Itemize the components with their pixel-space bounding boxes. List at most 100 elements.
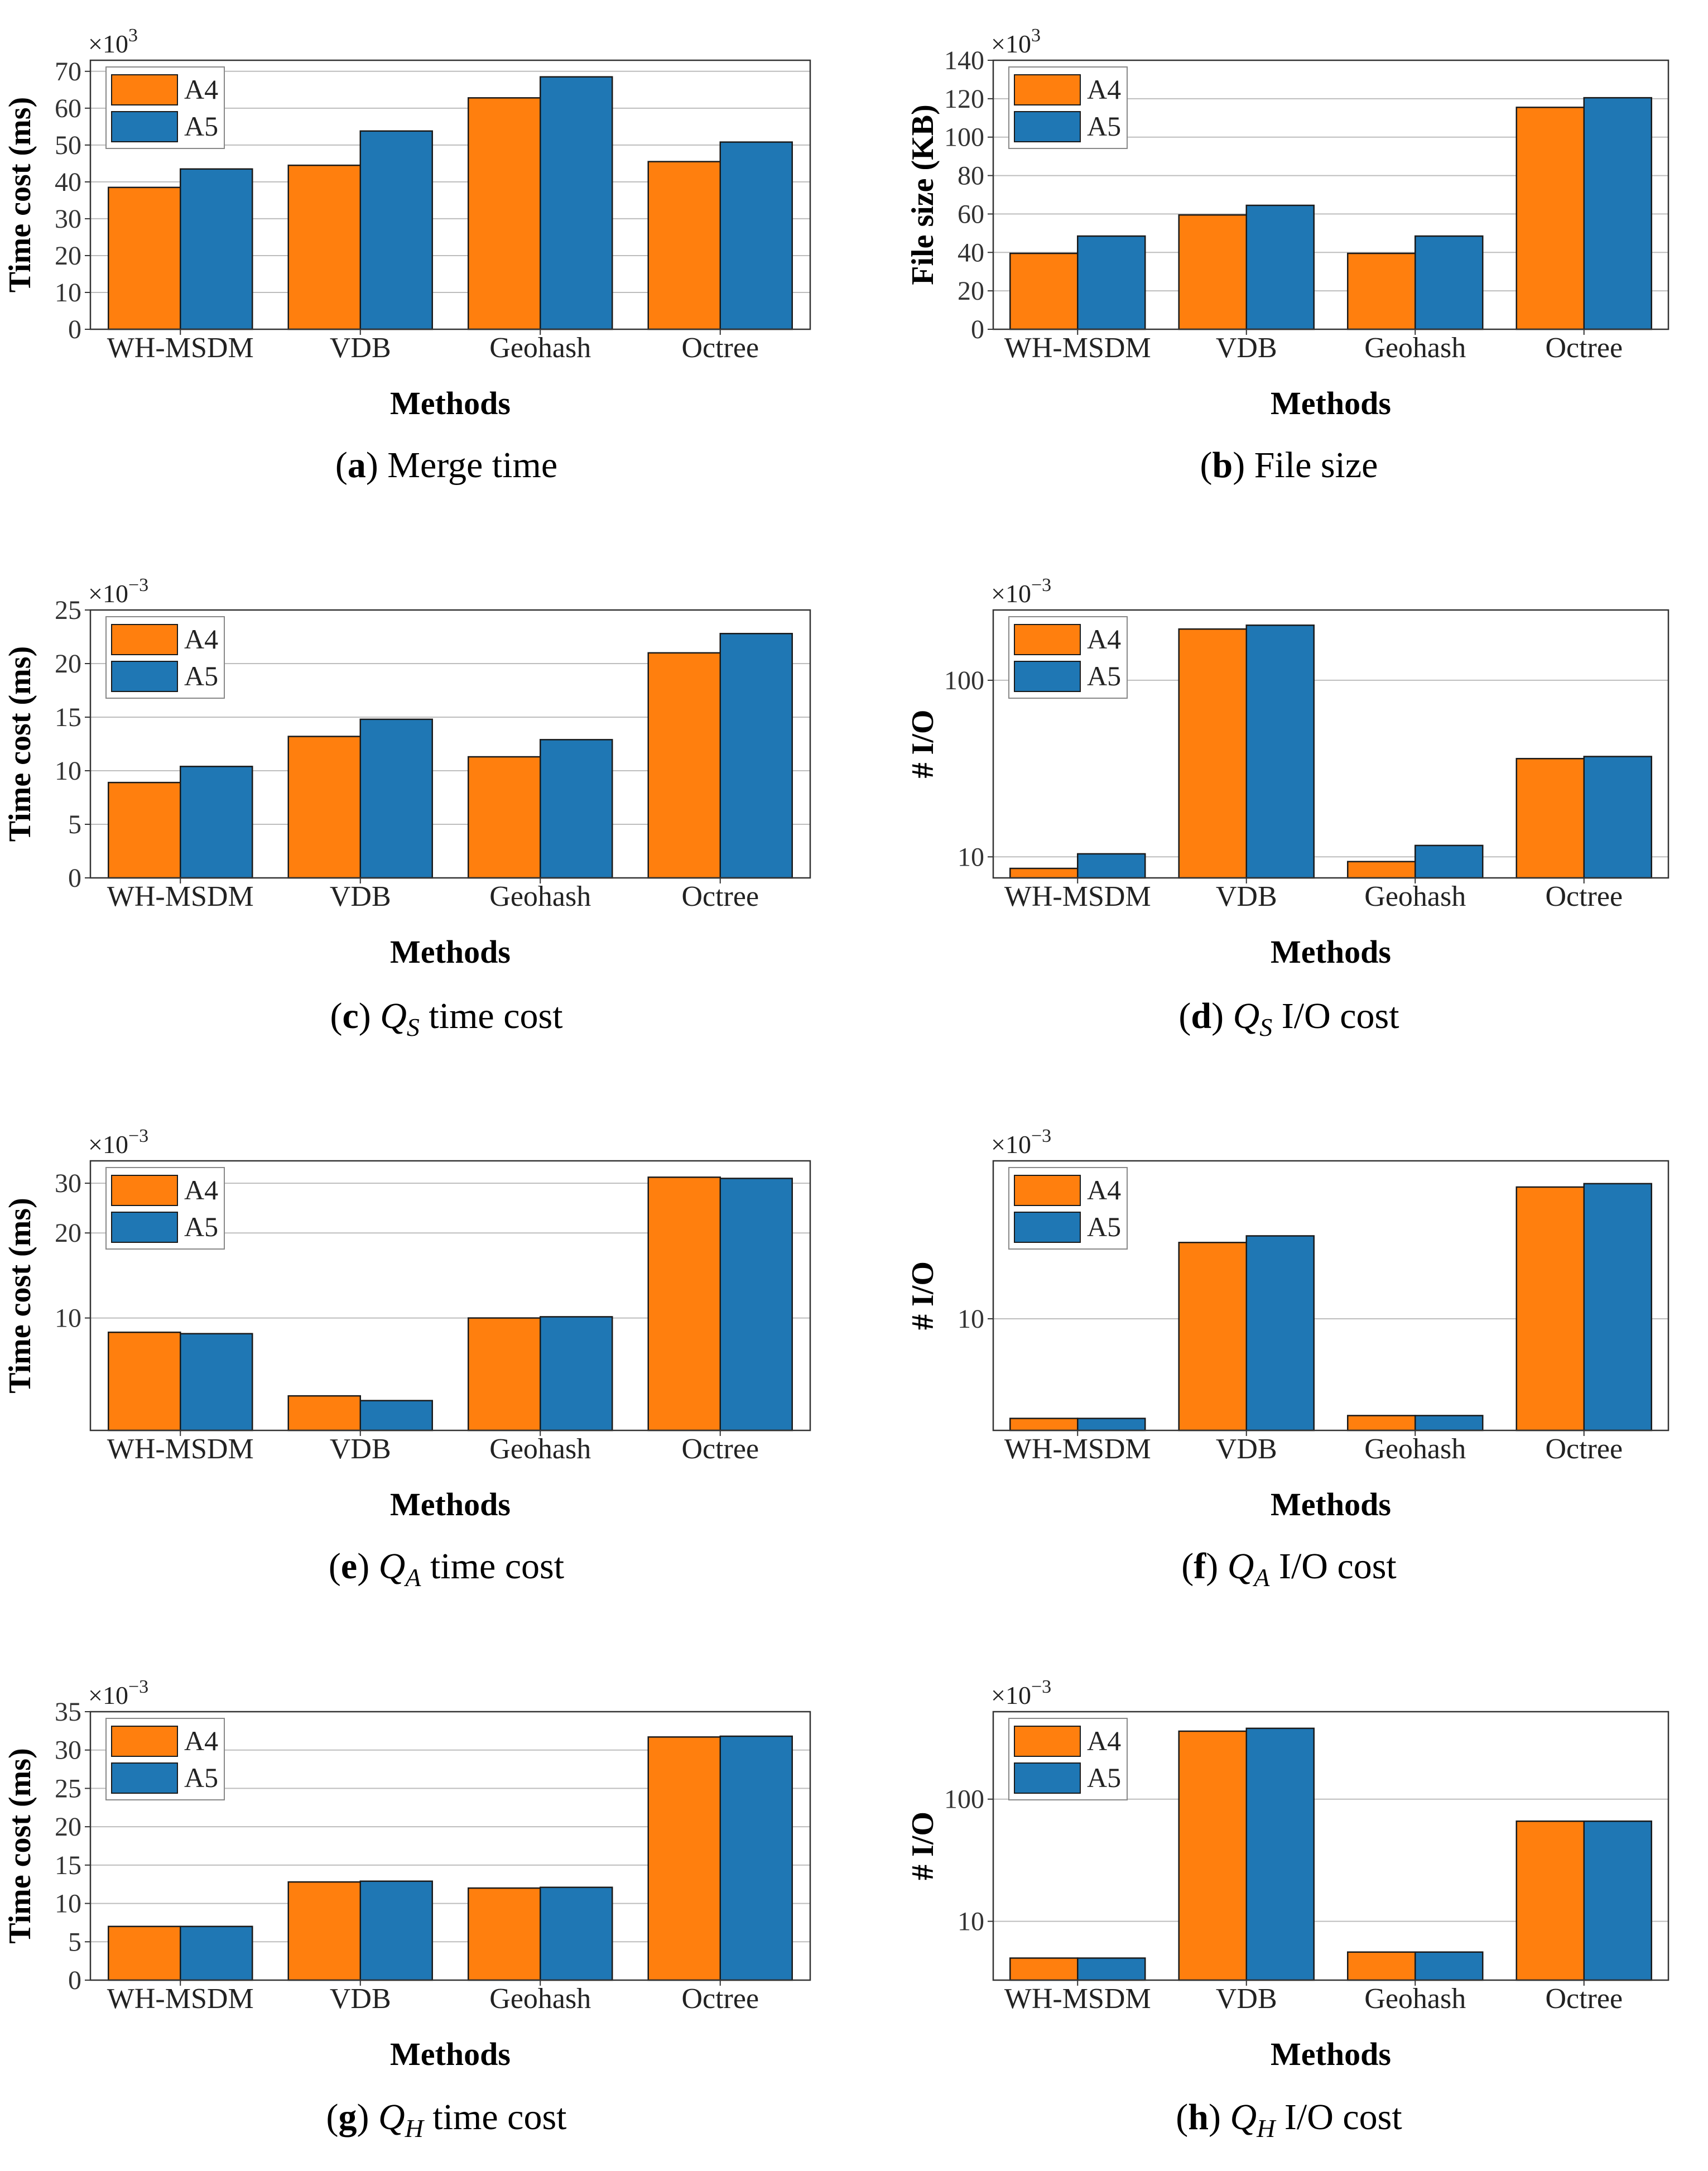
x-tick-label: VDB	[1216, 881, 1277, 912]
bar-a4-geohash	[468, 756, 541, 879]
legend-swatch-a5	[1014, 1212, 1081, 1243]
caption-text: I/O cost	[1279, 1546, 1397, 1587]
caption-space	[1275, 2097, 1284, 2138]
bar-a5-wh-msdm	[1077, 235, 1146, 330]
x-axis-label: Methods	[390, 385, 511, 421]
legend-swatch-a5	[1014, 1762, 1081, 1794]
y-tick-label: 30	[55, 1736, 81, 1765]
y-tick-label: 10	[55, 756, 81, 786]
bar-a4-octree	[1515, 1820, 1585, 1981]
bar-a5-geohash	[1414, 235, 1484, 330]
y-tick-label: 20	[958, 276, 984, 306]
y-axis-label: # I/O	[906, 1261, 940, 1330]
exponent-power: −3	[1031, 1677, 1051, 1697]
caption-text: File size	[1254, 445, 1378, 486]
bar-a5-vdb	[359, 1880, 433, 1981]
legend-label-a4: A4	[1087, 1725, 1121, 1756]
legend-label-a5: A5	[184, 1211, 218, 1242]
caption-paren-close: )	[359, 996, 380, 1036]
axis-exponent: ×10−3	[991, 1126, 1051, 1159]
x-tick-label: WH-MSDM	[107, 881, 254, 912]
y-tick-label: 60	[55, 94, 81, 123]
legend-label-a5: A5	[1087, 660, 1121, 691]
x-tick-label: Octree	[681, 1433, 759, 1465]
x-axis-label: Methods	[1271, 934, 1391, 970]
caption-paren-open: (	[1181, 1546, 1194, 1587]
y-tick-label: 15	[55, 1851, 81, 1880]
caption-symbol: Q	[378, 2097, 405, 2138]
plot-frame	[89, 1160, 811, 1432]
caption-paren-open: (	[335, 445, 348, 486]
bar-a5-geohash	[540, 1316, 613, 1432]
legend-label-a4: A4	[184, 623, 218, 655]
x-axis-label: Methods	[390, 1486, 511, 1522]
x-tick-label: Octree	[1545, 881, 1623, 912]
panel-caption: (e) QA time cost	[329, 1546, 564, 1592]
panel-caption: (c) QS time cost	[330, 996, 562, 1041]
x-axis-label: Methods	[1271, 1486, 1391, 1522]
bar-a5-wh-msdm	[180, 1333, 253, 1432]
caption-subscript: A	[403, 1563, 421, 1592]
axis-exponent: ×103	[88, 25, 138, 58]
caption-paren-open: (	[1178, 996, 1191, 1036]
x-tick-label: Geohash	[489, 881, 591, 912]
y-axis-label: Time cost (ms)	[3, 1198, 37, 1393]
bar-a5-vdb	[359, 130, 433, 330]
bar-a4-wh-msdm	[1009, 252, 1079, 330]
x-tick-label: WH-MSDM	[107, 332, 254, 364]
caption-paren-close: )	[1206, 1546, 1227, 1587]
bar-a5-octree	[719, 632, 793, 879]
bar-a4-octree	[647, 1176, 721, 1432]
caption-paren-close: )	[357, 2097, 378, 2138]
legend-label-a4: A4	[1087, 1174, 1121, 1205]
bar-a5-wh-msdm	[1077, 1957, 1146, 1981]
bar-a5-vdb	[1245, 1727, 1315, 1981]
x-tick-label: VDB	[330, 881, 391, 912]
y-tick-label: 120	[944, 84, 984, 114]
bar-a5-geohash	[1414, 1951, 1484, 1981]
caption-symbol: Q	[1233, 996, 1260, 1036]
bar-a4-vdb	[287, 1395, 361, 1432]
bar-a4-octree	[647, 161, 721, 330]
exponent-base: ×10	[991, 1681, 1031, 1709]
y-tick-label: 15	[55, 703, 81, 732]
exponent-base: ×10	[991, 30, 1031, 58]
x-tick-label: WH-MSDM	[107, 1433, 254, 1465]
bar-a5-octree	[1583, 756, 1652, 879]
caption-paren-close: )	[357, 1546, 378, 1587]
y-tick-label: 100	[944, 666, 984, 695]
panel-caption: (g) QH time cost	[326, 2097, 567, 2143]
bar-a4-wh-msdm	[1009, 867, 1079, 879]
panel-caption: (b) File size	[1200, 445, 1378, 486]
caption-text: time cost	[430, 1546, 564, 1587]
y-axis-label: File size (KB)	[906, 104, 940, 285]
x-axis-label: Methods	[1271, 385, 1391, 421]
bar-a4-octree	[1515, 1186, 1585, 1432]
bar-a5-octree	[1583, 1820, 1652, 1981]
x-tick-label: WH-MSDM	[1004, 881, 1151, 912]
caption-subscript: H	[1256, 2114, 1277, 2143]
y-tick-label: 30	[55, 204, 81, 234]
axis-exponent: ×10−3	[88, 1126, 148, 1159]
panel-caption: (d) QS I/O cost	[1178, 996, 1399, 1041]
x-tick-label: VDB	[1216, 1433, 1277, 1465]
bar-a4-wh-msdm	[108, 1925, 181, 1981]
bar-a4-wh-msdm	[108, 186, 181, 330]
legend-swatch-a4	[1014, 1726, 1081, 1757]
y-axis-label: # I/O	[906, 1812, 940, 1880]
x-tick-label: Geohash	[489, 332, 591, 364]
caption-letter: c	[342, 996, 358, 1036]
caption-text: I/O cost	[1284, 2097, 1402, 2138]
y-tick-label: 10	[958, 1907, 984, 1937]
y-tick-label: 20	[55, 1812, 81, 1842]
legend-swatch-a5	[111, 1212, 178, 1243]
bar-a4-vdb	[1178, 1730, 1247, 1981]
caption-paren-open: (	[1176, 2097, 1188, 2138]
caption-letter: g	[338, 2097, 357, 2138]
x-tick-label: Octree	[1545, 1983, 1623, 2015]
x-tick-label: VDB	[330, 332, 391, 364]
y-tick-label: 20	[55, 241, 81, 271]
bar-a5-geohash	[540, 76, 613, 330]
bar-a5-octree	[719, 141, 793, 330]
caption-symbol: Q	[1228, 1546, 1254, 1587]
